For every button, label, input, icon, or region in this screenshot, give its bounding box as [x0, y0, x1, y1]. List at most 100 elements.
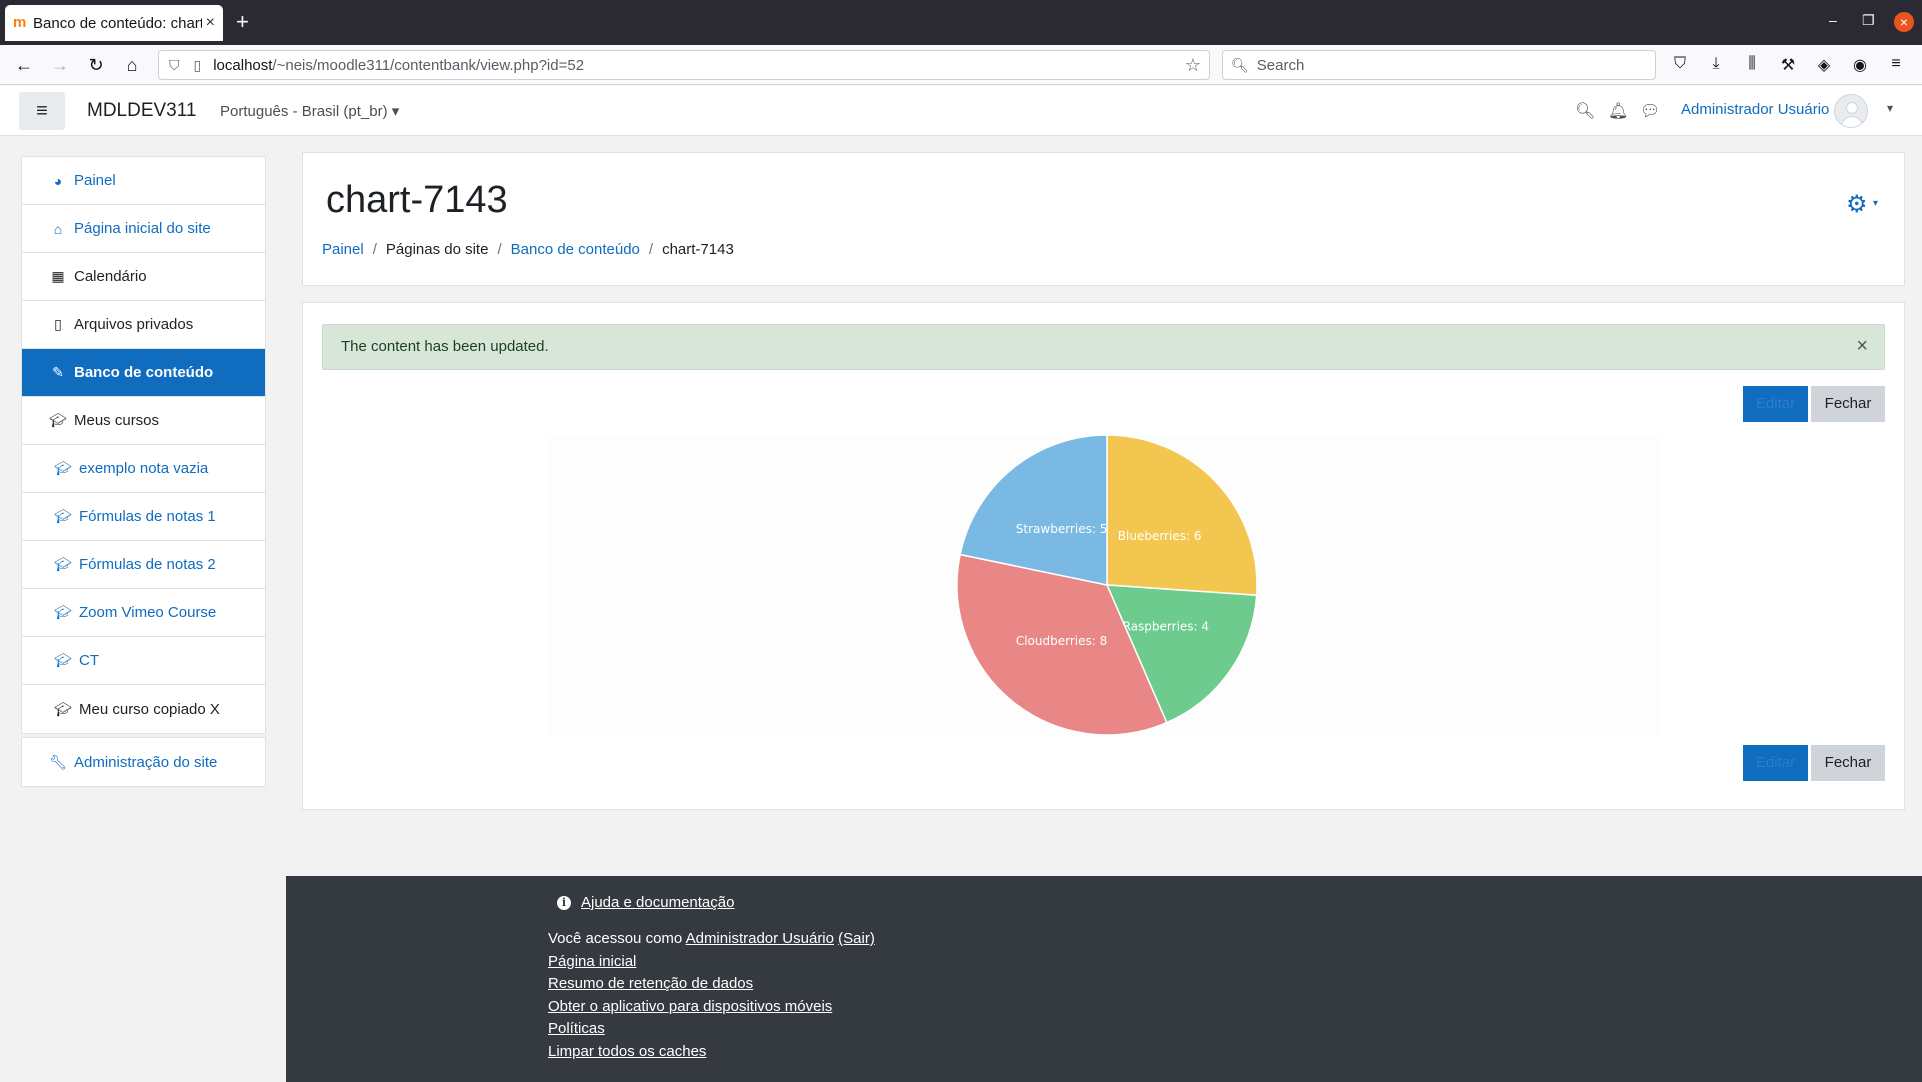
url-path: /~neis/moodle311/contentbank/view.php?id… [272, 56, 585, 74]
tools-wrench-icon[interactable]: ⚒ [1780, 57, 1796, 74]
nav-item-course[interactable]: 🎓︎ Fórmulas de notas 1 [22, 493, 265, 541]
footer-link-data-retention[interactable]: Resumo de retenção de dados [548, 975, 754, 992]
nav-item-label: Página inicial do site [74, 220, 211, 237]
alert-message: The content has been updated. [341, 338, 549, 355]
user-menu-name[interactable]: Administrador Usuário [1681, 101, 1830, 118]
close-button-bottom[interactable]: Fechar [1811, 745, 1885, 781]
browser-titlebar: m Banco de conteúdo: chart × + – ❐ × [0, 0, 1922, 45]
pie-slice-blueberries[interactable] [1106, 435, 1258, 597]
pie-slice-raspberries[interactable] [1105, 584, 1258, 724]
library-icon[interactable]: ⫼ [1748, 55, 1756, 72]
breadcrumb: Painel / Páginas do site / Banco de cont… [322, 241, 734, 258]
messages-icon[interactable]: 💬︎ [1640, 103, 1661, 120]
reload-icon[interactable]: ↻ [88, 55, 104, 75]
browser-search-input[interactable]: 🔍︎ Search [1222, 50, 1656, 80]
breadcrumb-site-pages: Páginas do site [385, 241, 489, 258]
window-close-icon[interactable]: × [1894, 12, 1914, 32]
footer-link-mobile-app[interactable]: Obter o aplicativo para dispositivos móv… [548, 998, 833, 1015]
nav-item-course[interactable]: 🎓︎ CT [22, 637, 265, 685]
nav-item-calendar[interactable]: ▦ Calendário [22, 253, 265, 301]
pie-chart-svg: Blueberries: 6 Raspberries: 4 Cloudberries… [956, 435, 1258, 735]
nav-item-my-courses[interactable]: 🎓︎ Meus cursos [22, 397, 265, 445]
content-region: The content has been updated. × Editar F… [302, 302, 1905, 810]
nav-item-site-admin[interactable]: 🔧︎ Administração do site [22, 738, 265, 786]
page-title: chart-7143 [326, 179, 508, 221]
pocket-icon[interactable]: ⛉ [1673, 55, 1686, 72]
nav-item-site-home[interactable]: ⌂ Página inicial do site [22, 205, 265, 253]
pie-label-blueberries: Blueberries: 6 [1118, 529, 1202, 543]
back-icon[interactable]: ← [15, 55, 33, 75]
nav-item-course[interactable]: 🎓︎ exemplo nota vazia [22, 445, 265, 493]
user-menu-chevron-icon[interactable]: ▾ [1887, 101, 1894, 115]
nav-item-painel[interactable]: ◕ Painel [22, 157, 265, 205]
logged-in-info: Você acessou como Administrador Usuário … [548, 930, 875, 947]
nav-item-label: exemplo nota vazia [79, 460, 209, 477]
nav-drawer: ◕ Painel ⌂ Página inicial do site ▦ Cale… [0, 137, 286, 1082]
browser-tab[interactable]: m Banco de conteúdo: chart × [5, 5, 223, 41]
graduation-cap-icon: 🎓︎ [54, 700, 72, 717]
nav-item-private-files[interactable]: ▯ Arquivos privados [22, 301, 265, 349]
breadcrumb-separator: / [497, 241, 502, 258]
browser-navbar: ← → ↻ ⌂ ⛉ ▯ localhost/~neis/moodle311/co… [0, 45, 1922, 85]
nav-item-course[interactable]: 🎓︎ Zoom Vimeo Course [22, 589, 265, 637]
calendar-icon: ▦ [51, 268, 65, 284]
logout-link[interactable]: (Sair) [838, 930, 875, 947]
notifications-bell-icon[interactable]: 🔔︎ [1608, 103, 1629, 120]
tracking-shield-icon[interactable]: ⛉ [169, 56, 180, 73]
footer-link-policies[interactable]: Políticas [548, 1020, 605, 1037]
downloads-icon[interactable]: ⤓ [1712, 55, 1720, 72]
bookmark-star-icon[interactable]: ☆ [1184, 55, 1201, 75]
pie-slice-strawberries[interactable] [959, 435, 1108, 586]
privacy-icon[interactable]: ◉ [1853, 57, 1867, 74]
page-info-icon[interactable]: ▯ [193, 56, 202, 73]
nav-item-course[interactable]: 🎓︎ Fórmulas de notas 2 [22, 541, 265, 589]
new-tab-button[interactable]: + [236, 9, 249, 34]
logged-in-user-link[interactable]: Administrador Usuário [685, 930, 834, 947]
help-docs-link[interactable]: Ajuda e documentação [581, 894, 735, 911]
footer-link-home[interactable]: Página inicial [548, 953, 637, 970]
language-menu[interactable]: Português - Brasil (pt_br) ▾ [220, 102, 399, 120]
breadcrumb-content-bank[interactable]: Banco de conteúdo [510, 241, 640, 258]
pie-slice-cloudberries[interactable] [956, 553, 1168, 735]
home-icon[interactable]: ⌂ [126, 55, 138, 75]
drawer-toggle-button[interactable]: ≡ [19, 92, 65, 130]
page-header: chart-7143 ⚙ ▾ Painel / Páginas do site … [302, 152, 1905, 286]
pie-label-strawberries: Strawberries: 5 [1016, 522, 1108, 536]
graduation-cap-icon: 🎓︎ [54, 652, 72, 668]
nav-item-label: Zoom Vimeo Course [79, 604, 217, 621]
nav-item-label: Meu curso copiado X [79, 700, 220, 718]
nav-item-label: Fórmulas de notas 2 [79, 556, 216, 573]
paintbrush-icon: ✎ [52, 364, 64, 380]
edit-button-top[interactable]: Editar [1743, 386, 1808, 422]
site-name[interactable]: MDLDEV311 [87, 100, 197, 121]
chevron-down-icon[interactable]: ▾ [1873, 198, 1879, 209]
breadcrumb-separator: / [372, 241, 377, 258]
search-placeholder: Search [1256, 56, 1305, 74]
minimize-icon[interactable]: – [1829, 12, 1837, 28]
breadcrumb-painel[interactable]: Painel [322, 241, 364, 258]
file-icon: ▯ [54, 316, 62, 332]
close-button-top[interactable]: Fechar [1811, 386, 1885, 422]
tab-close-icon[interactable]: × [205, 14, 215, 31]
app-menu-icon[interactable]: ≡ [1891, 55, 1901, 72]
gear-icon[interactable]: ⚙ [1846, 191, 1868, 218]
nav-item-content-bank[interactable]: ✎ Banco de conteúdo [22, 349, 265, 397]
footer-link-purge-caches[interactable]: Limpar todos os caches [548, 1043, 707, 1060]
url-bar[interactable]: ⛉ ▯ localhost/~neis/moodle311/contentban… [158, 50, 1210, 80]
help-docs: i Ajuda e documentação [557, 894, 734, 911]
wrench-icon: 🔧︎ [49, 753, 67, 770]
nav-item-course[interactable]: 🎓︎ Meu curso copiado X [22, 685, 265, 733]
avatar[interactable] [1834, 94, 1868, 128]
url-host: localhost [213, 56, 273, 74]
moodle-favicon-icon: m [13, 14, 27, 31]
nav-item-label: Calendário [74, 268, 147, 285]
extension-icon[interactable]: ◈ [1817, 57, 1831, 74]
forward-icon[interactable]: → [51, 55, 69, 75]
nav-item-label: Arquivos privados [74, 316, 194, 333]
alert-close-icon[interactable]: × [1856, 335, 1868, 357]
edit-button-bottom[interactable]: Editar [1743, 745, 1808, 781]
restore-icon[interactable]: ❐ [1862, 12, 1875, 28]
info-icon: i [557, 895, 571, 910]
nav-block-admin: 🔧︎ Administração do site [21, 737, 266, 787]
search-icon[interactable]: 🔍︎ [1575, 103, 1596, 120]
